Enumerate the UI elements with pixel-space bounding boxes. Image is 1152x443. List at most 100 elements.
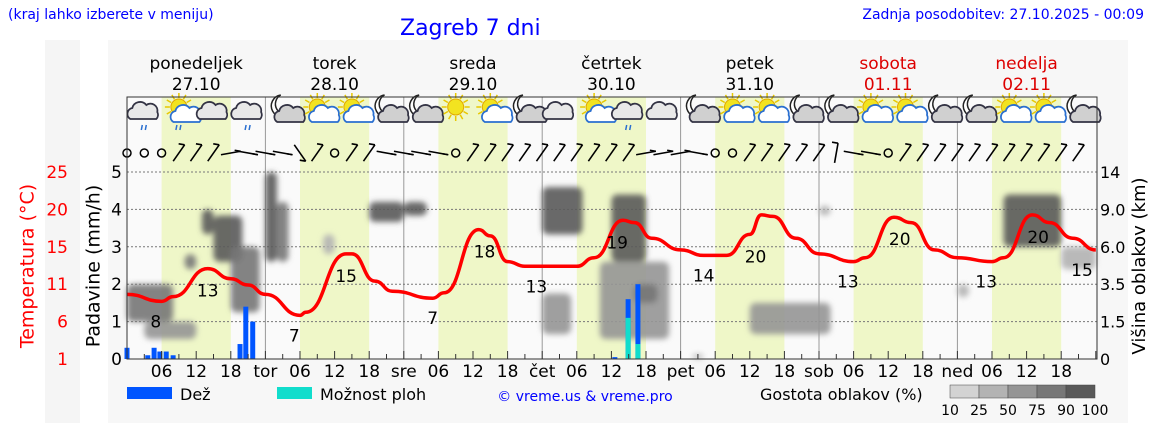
x-tick-label: 18	[1050, 362, 1072, 382]
rain-drop	[628, 124, 632, 131]
moon-cloud-icon	[1066, 94, 1102, 123]
wind-barb-icon	[272, 150, 293, 156]
day-name: nedelja	[995, 54, 1057, 74]
showers-bar	[635, 344, 641, 359]
temperature-label: 15	[335, 267, 357, 287]
rain-bar	[612, 357, 618, 359]
wind-shaft	[670, 150, 691, 156]
wind-shaft	[778, 144, 791, 162]
x-day-label: sob	[804, 362, 834, 382]
wind-barb-icon	[933, 143, 947, 162]
wind-shaft	[622, 144, 636, 162]
wind-shaft	[760, 144, 774, 162]
wind-barb-icon	[968, 143, 982, 162]
wind-calm-icon	[450, 148, 461, 158]
copyright-link[interactable]: © vreme.us & vreme.pro	[497, 389, 672, 405]
wind-barb	[784, 143, 791, 146]
cloud-density-patch	[369, 201, 404, 222]
wind-shaft	[933, 144, 947, 162]
cloud-density-patch	[611, 194, 646, 262]
wind-barb-icon	[362, 143, 376, 162]
precip-tick-label: 4	[111, 200, 122, 220]
cloud-shape	[411, 104, 445, 123]
day-name: sobota	[859, 54, 917, 74]
wind-shaft	[189, 144, 203, 162]
wind-barb	[213, 143, 220, 146]
wind-barb	[801, 143, 808, 146]
wind-barb	[957, 143, 964, 146]
wind-shaft	[605, 144, 618, 162]
x-tick-label: 06	[151, 362, 173, 382]
sun-cloud-icon	[476, 93, 514, 123]
wind-barb-icon	[1072, 143, 1085, 162]
cloud-height-tick-label: 0	[1100, 350, 1110, 369]
x-day-label: sre	[391, 362, 417, 382]
wind-barb-icon	[1002, 143, 1016, 162]
moon-cloud-icon	[408, 94, 445, 123]
density-swatch	[1007, 384, 1038, 399]
day-date: 31.10	[725, 75, 774, 95]
sun-ray	[893, 110, 899, 115]
precip-tick-label: 3	[111, 238, 122, 258]
sun-cloud-icon	[995, 93, 1033, 123]
sun-ray	[497, 99, 503, 104]
sun-ray	[754, 99, 760, 104]
moon-cloud-icon	[270, 94, 306, 123]
wind-barb	[1043, 143, 1050, 146]
temperature-tick-label: 20	[46, 200, 68, 220]
cloud-density-patch	[599, 261, 670, 340]
wind-barb	[316, 143, 324, 146]
density-swatch	[1036, 384, 1067, 399]
sun-ray	[912, 99, 918, 104]
wind-barb-icon	[812, 143, 826, 162]
wind-calm-icon	[883, 148, 893, 158]
wind-barb-icon	[687, 150, 708, 156]
wind-barb-icon	[393, 150, 414, 156]
rain-drop	[175, 124, 178, 131]
sun-ray	[463, 99, 469, 104]
cloud-shape	[1000, 104, 1033, 123]
rain-bar	[145, 355, 151, 359]
wind-shaft	[587, 144, 601, 162]
cloud-shape	[377, 104, 410, 123]
legend-showers-label: Možnost ploh	[320, 385, 426, 404]
sun-ray	[166, 99, 172, 104]
temperature-label: 20	[889, 230, 911, 250]
wind-barb-icon	[172, 143, 186, 162]
sun-cloud-icon	[856, 93, 894, 123]
wind-barb	[368, 143, 376, 146]
x-tick-label: 06	[843, 362, 865, 382]
cloud-shape	[230, 101, 263, 120]
wind-barb	[489, 143, 497, 146]
wind-calm-icon	[329, 148, 340, 158]
cloud-density-patch	[749, 302, 831, 335]
sun-ray	[720, 99, 726, 104]
wind-barb	[593, 143, 600, 146]
cloud-height-tick-label: 1.5	[1100, 313, 1125, 332]
temperature-label: 8	[150, 312, 161, 332]
wind-barb	[1026, 143, 1033, 146]
daylight-band	[300, 97, 370, 359]
rain-drop	[624, 124, 628, 131]
wind-shaft	[812, 144, 826, 162]
daylight-band	[438, 97, 508, 359]
wind-barb	[667, 149, 674, 153]
wind-barb	[424, 152, 432, 156]
wind-shaft	[345, 144, 359, 162]
daylight-band	[853, 97, 923, 359]
sun-ray	[996, 110, 1002, 115]
wind-shaft	[570, 144, 584, 162]
moon-cloud-icon	[927, 94, 964, 123]
wind-barb	[442, 152, 449, 156]
cloud-density-patch	[276, 201, 289, 262]
sun-ray	[463, 110, 469, 115]
rain-bar	[250, 321, 256, 359]
wind-barb-icon	[1037, 143, 1051, 162]
wind-barb-icon	[483, 143, 497, 162]
location-hint[interactable]: (kraj lahko izberete v meniju)	[8, 7, 214, 23]
cloud-shape	[342, 104, 375, 123]
density-level-label: 25	[970, 403, 988, 419]
cloud-shape	[688, 104, 721, 123]
cloud-shape	[308, 104, 341, 123]
sun-ray	[448, 114, 452, 120]
